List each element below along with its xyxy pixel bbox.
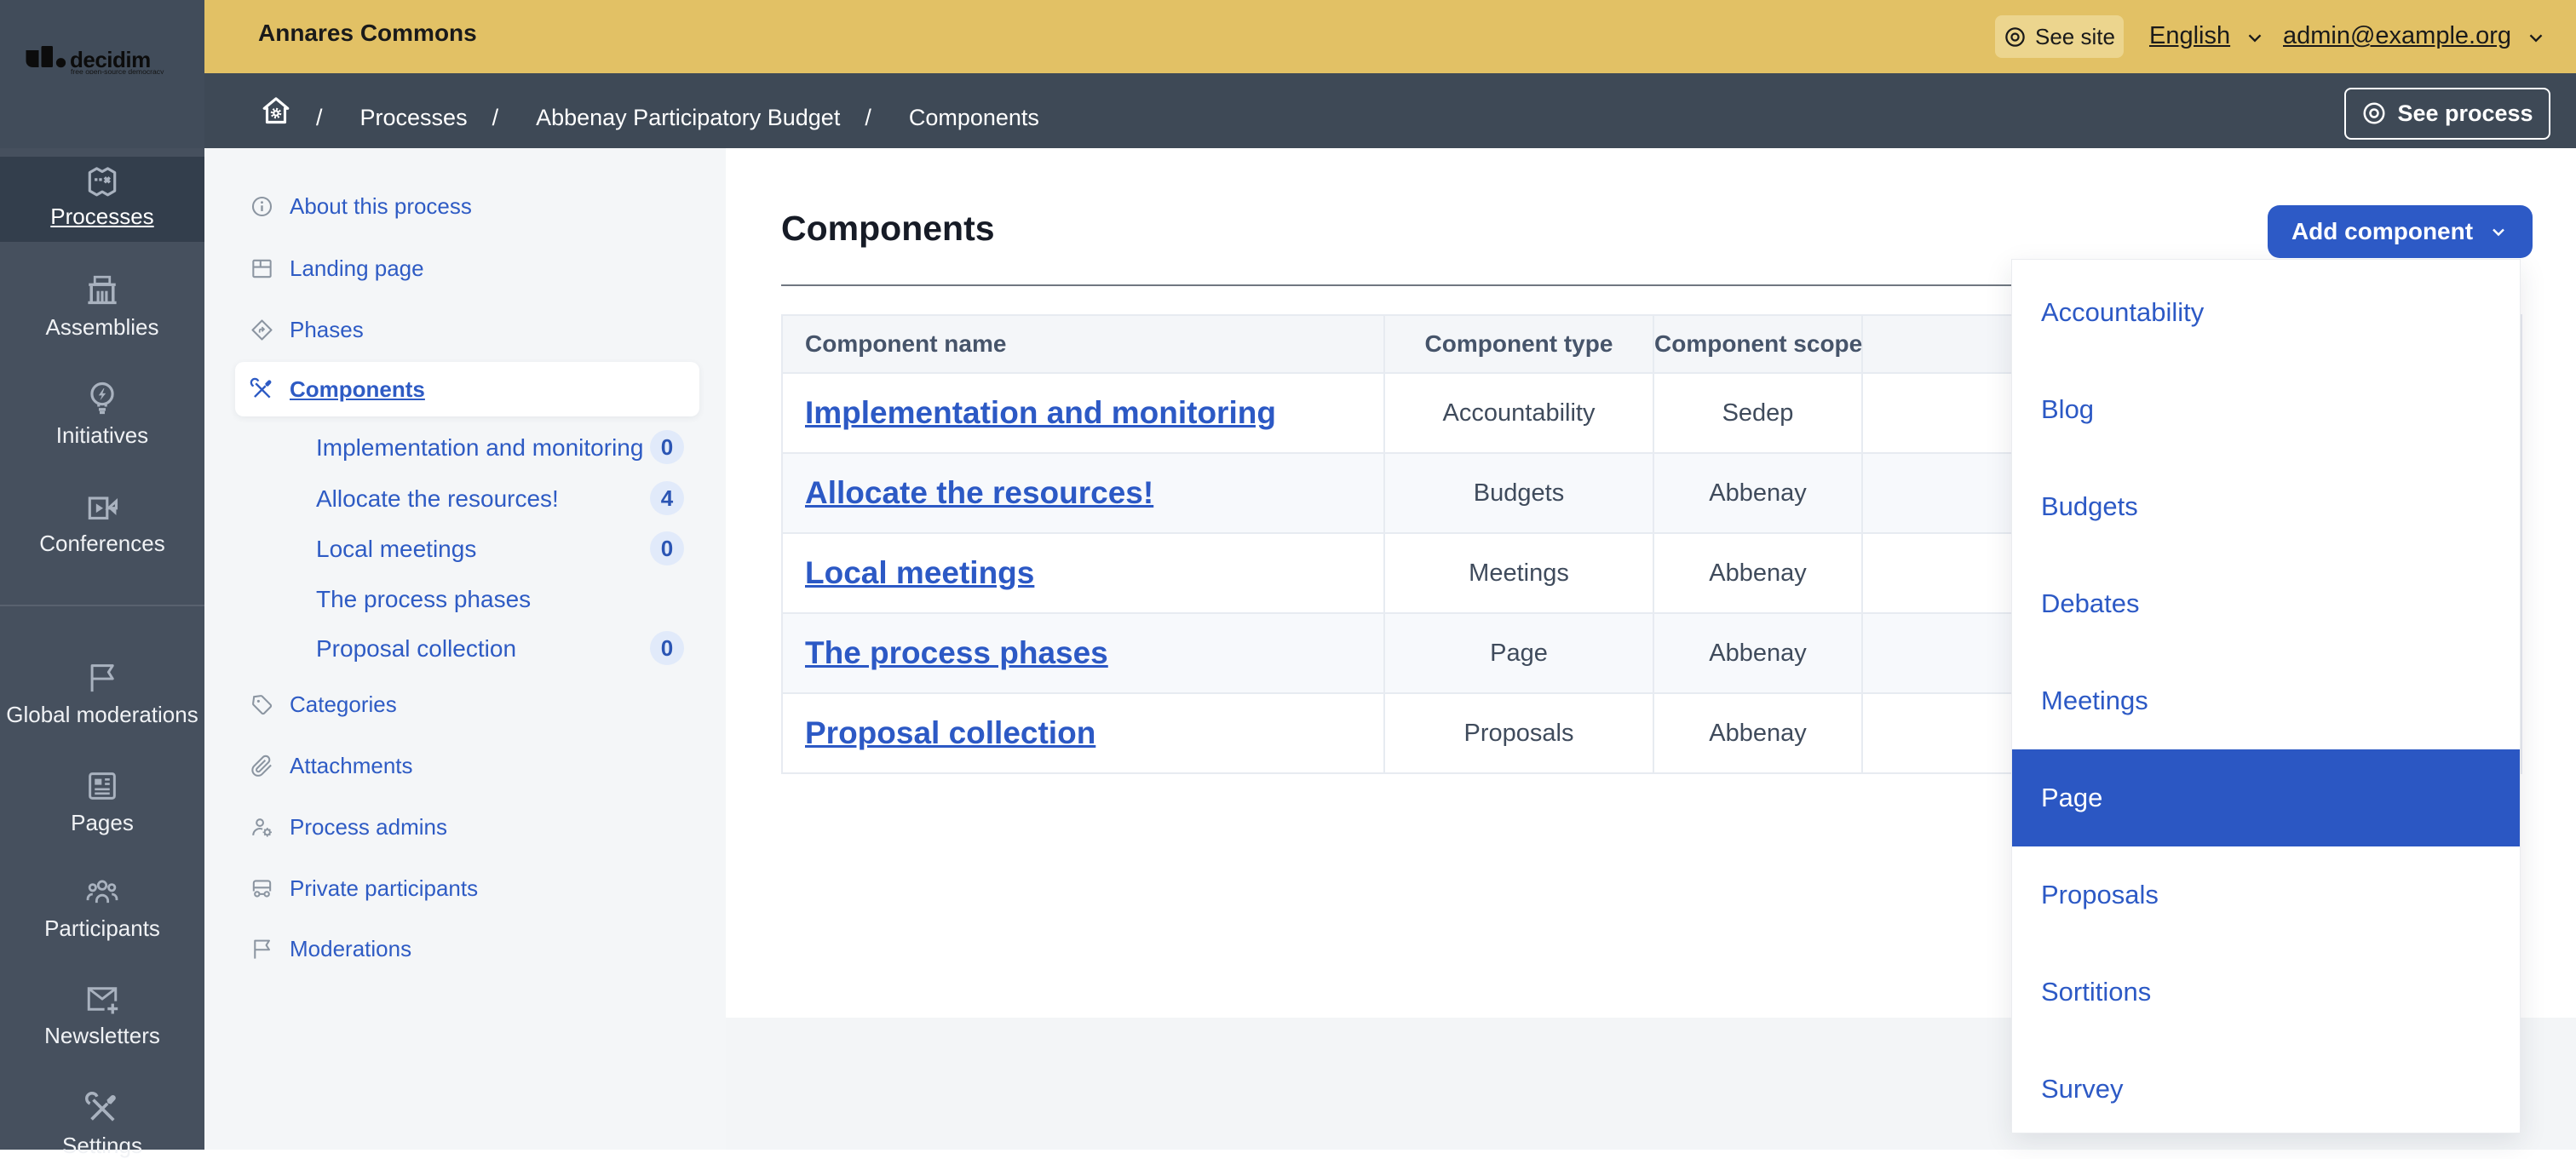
svg-text:free open-source democracy: free open-source democracy (71, 67, 164, 74)
svg-text:decidim: decidim (70, 47, 151, 72)
